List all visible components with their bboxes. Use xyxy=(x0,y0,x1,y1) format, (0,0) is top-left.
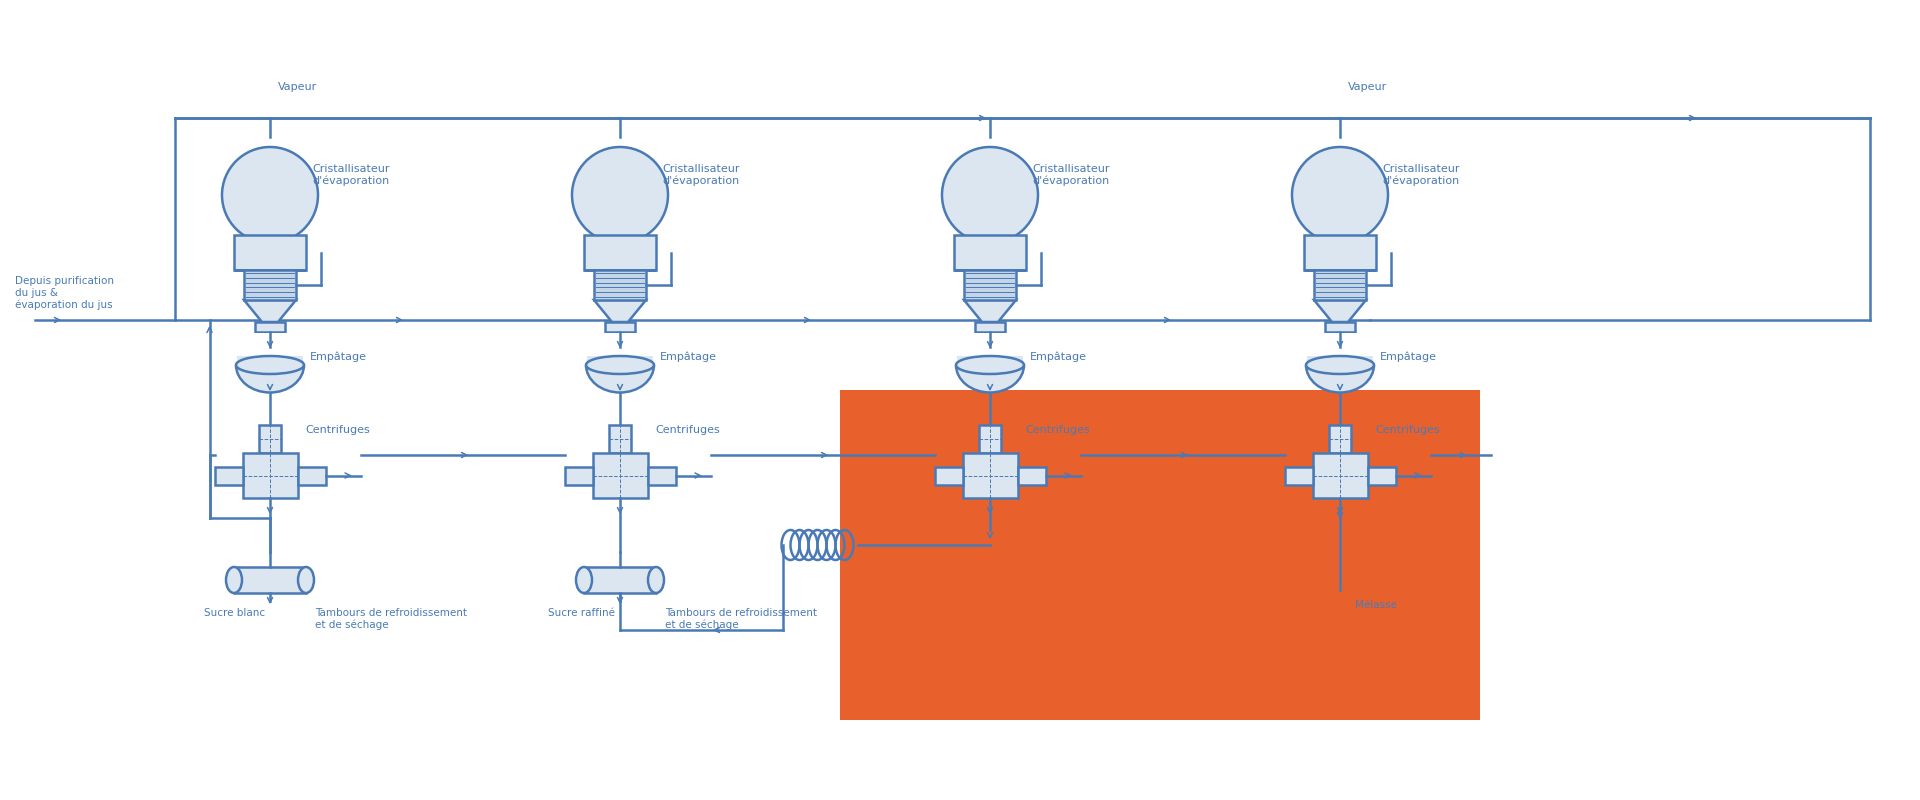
Bar xyxy=(255,322,284,332)
Bar xyxy=(979,425,1000,453)
Text: Centrifuges: Centrifuges xyxy=(1025,425,1091,435)
Bar xyxy=(584,567,657,593)
Polygon shape xyxy=(593,300,645,322)
Bar xyxy=(841,390,1480,720)
Bar xyxy=(1304,333,1377,365)
Bar xyxy=(1284,466,1313,485)
Bar xyxy=(1018,466,1046,485)
Bar xyxy=(935,466,962,485)
Text: Empâtage: Empâtage xyxy=(1380,352,1436,362)
Text: Vapeur: Vapeur xyxy=(1348,82,1388,92)
Text: Cristallisateur
d'évaporation: Cristallisateur d'évaporation xyxy=(1033,164,1110,186)
Text: Empâtage: Empâtage xyxy=(660,352,716,362)
Circle shape xyxy=(572,147,668,243)
Bar xyxy=(1367,466,1396,485)
Ellipse shape xyxy=(956,338,1023,393)
Ellipse shape xyxy=(1306,356,1375,374)
Bar xyxy=(234,333,305,365)
Bar xyxy=(954,333,1025,365)
Text: Tambours de refroidissement
et de séchage: Tambours de refroidissement et de séchag… xyxy=(315,608,467,630)
Bar xyxy=(605,322,636,332)
Text: Tambours de refroidissement
et de séchage: Tambours de refroidissement et de séchag… xyxy=(664,608,818,630)
Ellipse shape xyxy=(1306,338,1375,393)
Polygon shape xyxy=(964,300,1016,322)
Ellipse shape xyxy=(236,338,303,393)
Bar xyxy=(298,466,326,485)
Text: Empâtage: Empâtage xyxy=(1029,352,1087,362)
Text: Centrifuges: Centrifuges xyxy=(1375,425,1440,435)
Circle shape xyxy=(223,147,319,243)
Bar xyxy=(954,235,1025,270)
Bar xyxy=(1313,453,1367,498)
Bar xyxy=(584,333,657,365)
Bar xyxy=(1329,425,1352,453)
Text: Centrifuges: Centrifuges xyxy=(655,425,720,435)
Text: Cristallisateur
d'évaporation: Cristallisateur d'évaporation xyxy=(1382,164,1459,186)
Bar xyxy=(647,466,676,485)
Text: Centrifuges: Centrifuges xyxy=(305,425,371,435)
Text: Mélasse: Mélasse xyxy=(1356,600,1398,610)
Bar xyxy=(962,453,1018,498)
Text: Empâtage: Empâtage xyxy=(309,352,367,362)
Ellipse shape xyxy=(956,356,1023,374)
Bar xyxy=(609,425,632,453)
Bar xyxy=(593,453,647,498)
Ellipse shape xyxy=(227,567,242,593)
Bar xyxy=(1304,235,1377,270)
Text: Cristallisateur
d'évaporation: Cristallisateur d'évaporation xyxy=(311,164,390,186)
Text: Cristallisateur
d'évaporation: Cristallisateur d'évaporation xyxy=(662,164,739,186)
Text: Depuis purification
du jus &
évaporation du jus: Depuis purification du jus & évaporation… xyxy=(15,276,113,310)
Ellipse shape xyxy=(586,338,655,393)
Text: Sucre blanc: Sucre blanc xyxy=(204,608,265,618)
Bar xyxy=(234,235,305,270)
Bar xyxy=(593,270,645,300)
Bar xyxy=(1308,356,1373,365)
Ellipse shape xyxy=(649,567,664,593)
Bar xyxy=(956,356,1023,365)
Bar xyxy=(964,270,1016,300)
Text: Vapeur: Vapeur xyxy=(278,82,317,92)
Bar xyxy=(242,453,298,498)
Bar xyxy=(244,270,296,300)
Bar xyxy=(564,466,593,485)
Bar xyxy=(215,466,242,485)
Bar xyxy=(975,322,1004,332)
Bar xyxy=(236,356,303,365)
Ellipse shape xyxy=(298,567,315,593)
Circle shape xyxy=(943,147,1039,243)
Text: Sucre raffiné: Sucre raffiné xyxy=(547,608,614,618)
Ellipse shape xyxy=(576,567,591,593)
Ellipse shape xyxy=(586,356,655,374)
Polygon shape xyxy=(1313,300,1365,322)
Bar xyxy=(259,425,280,453)
Bar xyxy=(588,356,653,365)
Bar xyxy=(1313,270,1365,300)
Polygon shape xyxy=(244,300,296,322)
Bar xyxy=(1325,322,1356,332)
Bar xyxy=(234,567,305,593)
Bar xyxy=(584,235,657,270)
Circle shape xyxy=(1292,147,1388,243)
Ellipse shape xyxy=(236,356,303,374)
Bar xyxy=(584,567,657,593)
Bar xyxy=(234,567,305,593)
